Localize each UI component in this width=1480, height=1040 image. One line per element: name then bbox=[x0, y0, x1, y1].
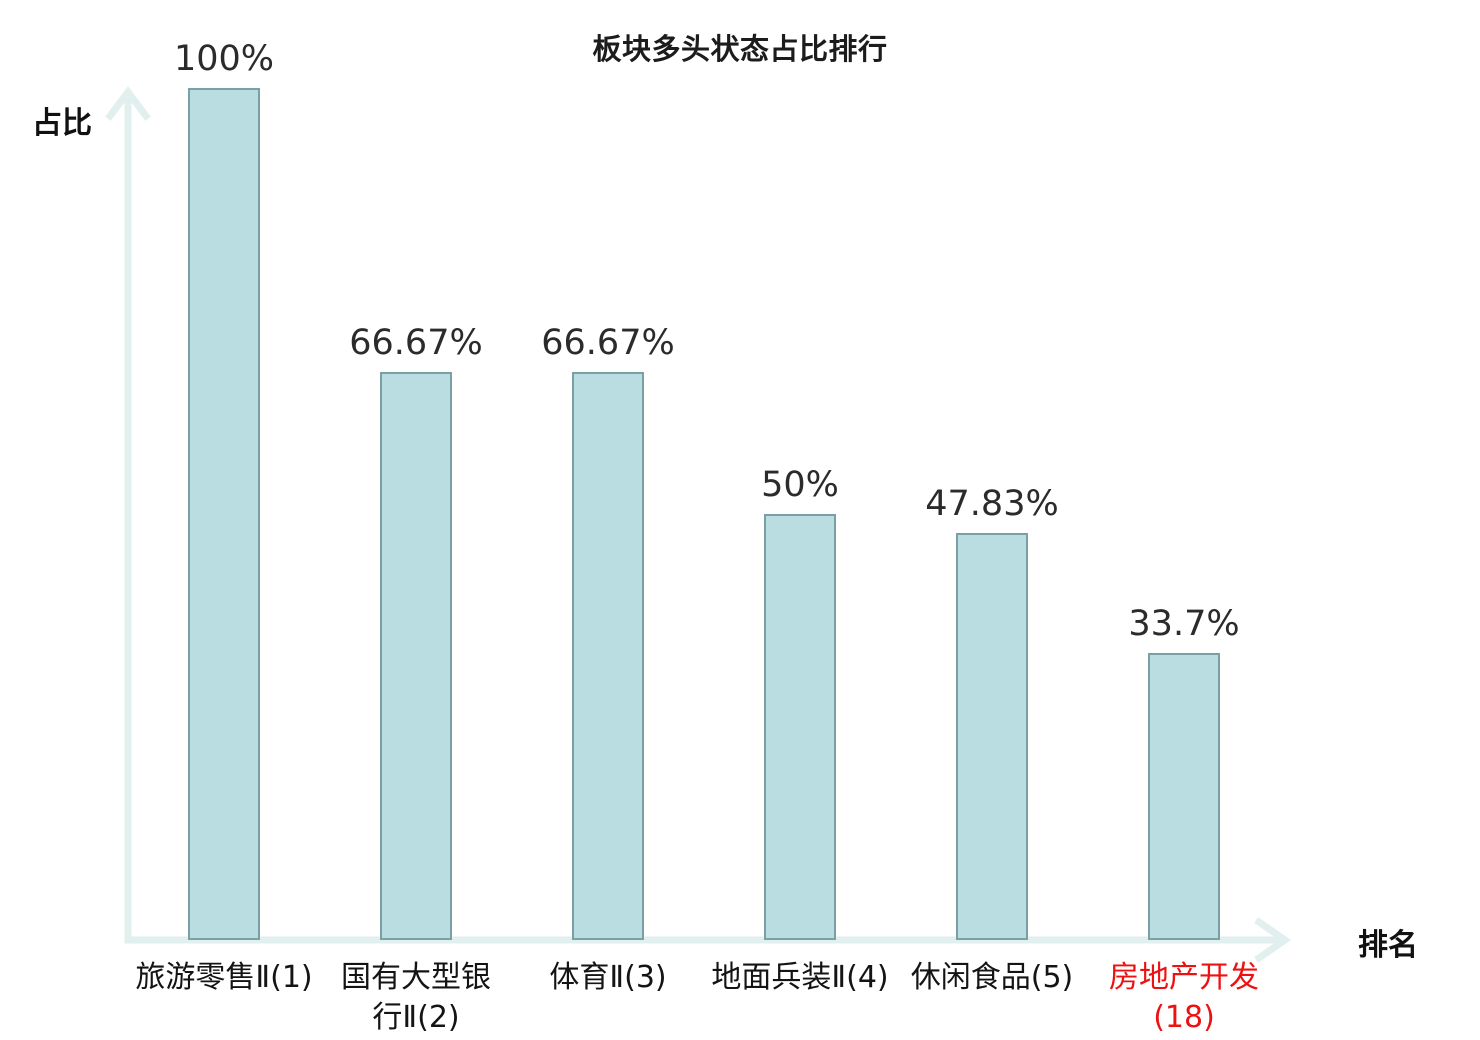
bar[interactable]: 66.67% bbox=[541, 325, 675, 940]
bar[interactable]: 100% bbox=[174, 42, 274, 940]
bar-slot: 66.67% bbox=[512, 88, 704, 940]
bar[interactable]: 66.67% bbox=[349, 325, 483, 940]
x-axis-tick-label: 房地产开发(18) bbox=[1088, 958, 1280, 1038]
x-axis-tick-label: 休闲食品(5) bbox=[896, 958, 1088, 998]
category-label: 休闲食品(5) bbox=[910, 960, 1074, 995]
bar[interactable]: 33.7% bbox=[1128, 606, 1240, 940]
bar-slot: 33.7% bbox=[1088, 88, 1280, 940]
category-label: 体育Ⅱ(3) bbox=[549, 960, 667, 995]
chart-title: 板块多头状态占比排行 bbox=[592, 32, 888, 66]
x-axis-tick-label: 旅游零售Ⅱ(1) bbox=[128, 958, 320, 998]
category-label: 地面兵装Ⅱ(4) bbox=[711, 960, 889, 995]
x-axis-tick-label: 体育Ⅱ(3) bbox=[512, 958, 704, 998]
bar-value-label: 66.67% bbox=[541, 322, 675, 363]
bar-slot: 100% bbox=[128, 42, 320, 940]
category-label: 房地产开发(18) bbox=[1109, 960, 1259, 1035]
category-label: 国有大型银行Ⅱ(2) bbox=[341, 960, 491, 1035]
bar-value-label: 50% bbox=[761, 465, 839, 505]
bar[interactable]: 50% bbox=[761, 468, 839, 940]
bar-slot: 47.83% bbox=[896, 88, 1088, 940]
plot-area: 100% 66.67% 66.67% 50% 47.83% 33.7% bbox=[128, 42, 1280, 940]
bar-series: 100% 66.67% 66.67% 50% 47.83% 33.7% bbox=[128, 42, 1280, 940]
x-axis-tick-label: 地面兵装Ⅱ(4) bbox=[704, 958, 896, 998]
x-axis-label: 排名 bbox=[1358, 928, 1418, 963]
bar-value-label: 47.83% bbox=[925, 483, 1059, 524]
x-axis-tick-label: 国有大型银行Ⅱ(2) bbox=[320, 958, 512, 1038]
bar-value-label: 100% bbox=[173, 39, 275, 79]
bar-value-label: 33.7% bbox=[1128, 603, 1240, 644]
bar-slot: 66.67% bbox=[320, 88, 512, 940]
bar-slot: 50% bbox=[704, 88, 896, 940]
category-label: 旅游零售Ⅱ(1) bbox=[135, 960, 313, 995]
bar[interactable]: 47.83% bbox=[925, 486, 1059, 940]
bar-value-label: 66.67% bbox=[349, 322, 483, 363]
y-axis-label: 占比 bbox=[32, 106, 92, 141]
x-axis-tick-labels: 旅游零售Ⅱ(1) 国有大型银行Ⅱ(2) 体育Ⅱ(3) 地面兵装Ⅱ(4) 休闲食品(5) 房… bbox=[128, 958, 1280, 1040]
